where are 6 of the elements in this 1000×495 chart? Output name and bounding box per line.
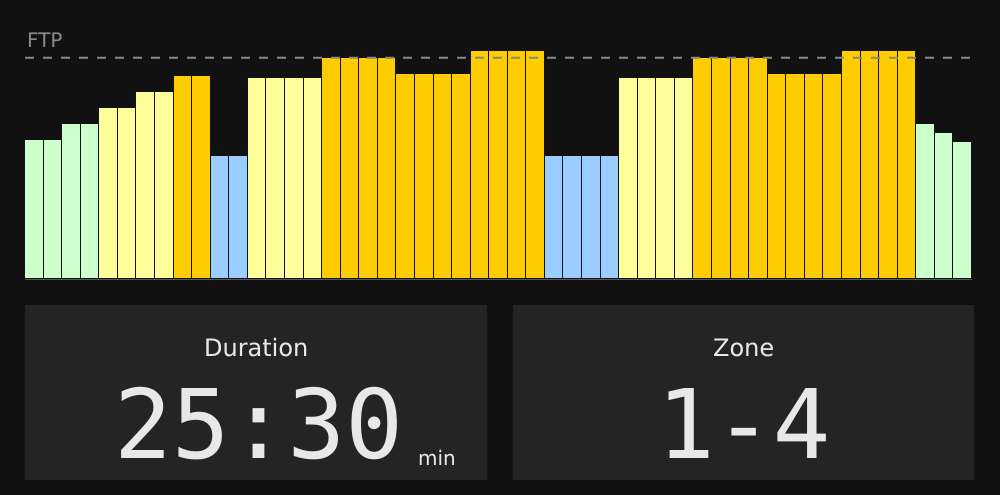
text: Duration (204, 334, 308, 362)
ref-line-label: FTP (27, 28, 62, 52)
text: min (418, 446, 456, 470)
text: 25:30 (114, 369, 403, 481)
text: 1-4 (657, 369, 830, 481)
text: Zone (713, 334, 774, 362)
